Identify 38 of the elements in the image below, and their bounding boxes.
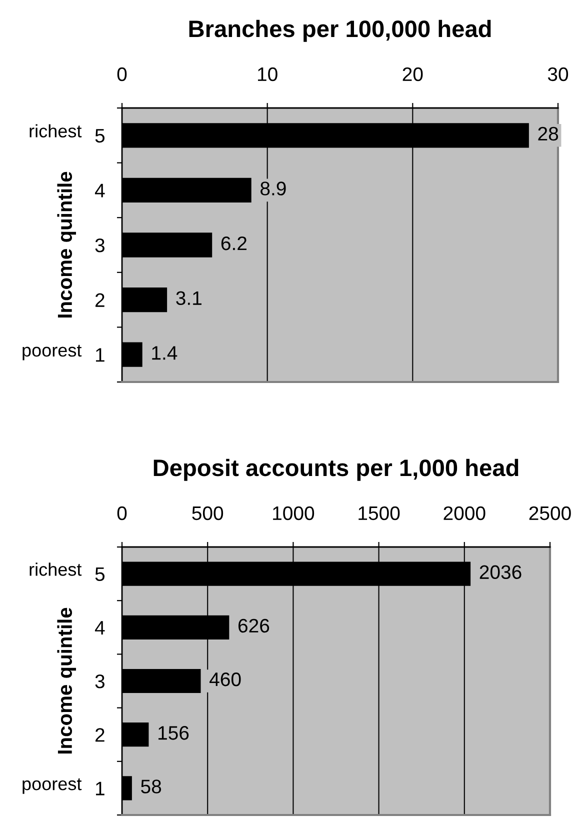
- y-tick-label: 2: [96, 728, 104, 742]
- text: richest: [30, 562, 82, 576]
- x-tick-label: 1000: [273, 506, 314, 520]
- y-tick-label: 3: [95, 674, 104, 688]
- data-label: 156: [158, 726, 189, 740]
- y-tick-label: 1: [96, 782, 104, 796]
- x-tick-label: 2000: [444, 506, 486, 520]
- y-tick-label: 4: [94, 184, 105, 198]
- x-tick-label: 0: [117, 67, 127, 82]
- data-label: 2036: [480, 565, 522, 580]
- chart-title: Branches per 100,000 head: [189, 20, 491, 42]
- text: poorest: [22, 344, 82, 360]
- y-tick-label: 2: [96, 293, 104, 307]
- data-label: 1.4: [152, 346, 178, 360]
- x-tick-label: 500: [192, 506, 224, 520]
- data-label: 8.9: [260, 182, 286, 196]
- text: richest: [30, 124, 82, 138]
- data-label: 3.1: [176, 291, 202, 306]
- data-label: 460: [210, 672, 241, 686]
- data-label: 58: [141, 780, 162, 794]
- y-tick-label: 1: [96, 348, 104, 362]
- y-tick-label: 4: [94, 621, 105, 634]
- x-tick-label: 10: [258, 67, 278, 82]
- y-axis-title: Income quintile: [57, 608, 76, 754]
- x-tick-label: 20: [402, 67, 423, 82]
- y-tick-label: 5: [95, 129, 105, 143]
- x-tick-label: 1500: [358, 506, 400, 520]
- text: poorest: [22, 778, 82, 794]
- y-tick-label: 3: [95, 238, 104, 252]
- data-label: 28: [538, 126, 558, 141]
- x-tick-label: 2500: [529, 506, 571, 520]
- data-label: 6.2: [221, 236, 246, 250]
- chart-title: Deposit accounts per 1,000 head: [154, 458, 518, 481]
- data-label: 626: [238, 618, 270, 633]
- x-tick-label: 30: [548, 67, 568, 82]
- y-tick-label: 5: [95, 567, 105, 582]
- y-axis-title: Income quintile: [57, 172, 76, 318]
- x-tick-label: 0: [117, 506, 127, 520]
